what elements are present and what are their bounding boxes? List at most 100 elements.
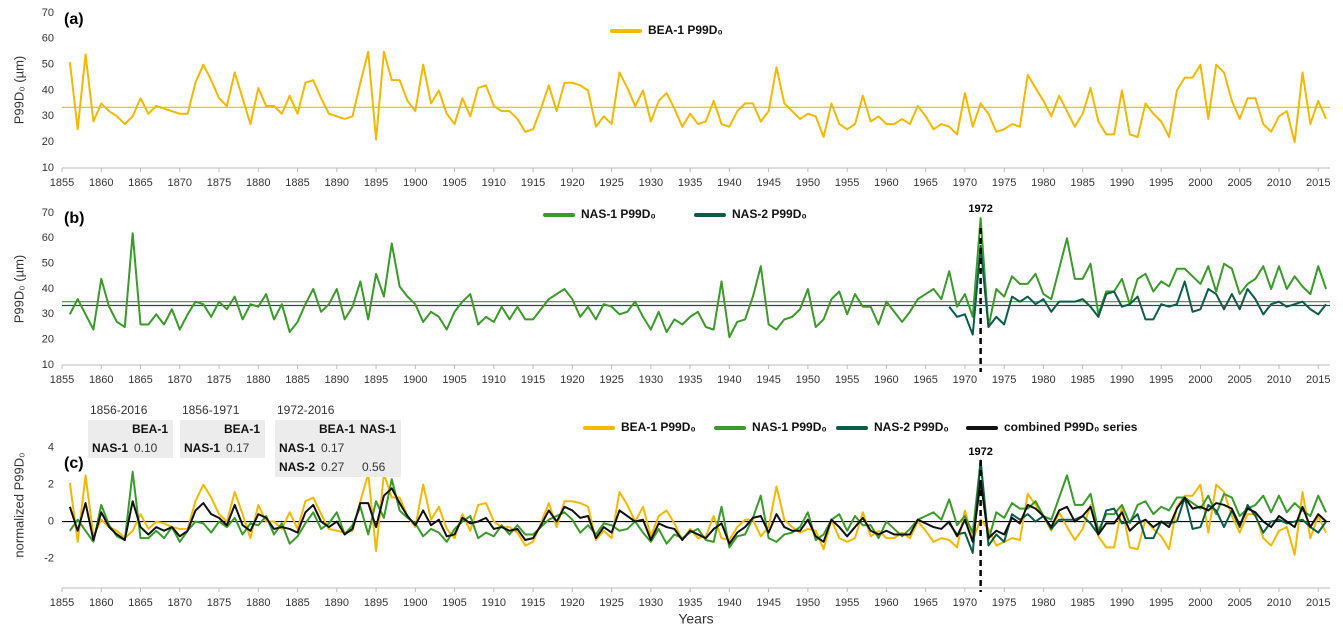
y-tick-label: 10	[42, 359, 54, 371]
x-tick-label: 1860	[89, 374, 113, 386]
x-tick-label: 2005	[1227, 177, 1251, 189]
x-tick-label: 1970	[953, 597, 977, 609]
legend-label: combined P99D₀ series	[1004, 420, 1138, 434]
x-tick-label: 1890	[325, 374, 349, 386]
y-tick-label: 30	[42, 308, 54, 320]
x-tick-label: 1960	[874, 597, 898, 609]
x-tick-label: 1870	[168, 177, 192, 189]
legend-label: NAS-2 P99D₀	[874, 420, 949, 434]
panel-label: (c)	[64, 455, 84, 472]
series-line	[68, 479, 1327, 545]
x-tick-label: 2015	[1306, 597, 1330, 609]
x-tick-label: 1890	[325, 597, 349, 609]
series-line	[68, 50, 1327, 144]
table-background	[180, 420, 265, 458]
x-tick-label: 1895	[364, 597, 388, 609]
x-tick-label: 2000	[1188, 374, 1212, 386]
y-tick-label: 20	[42, 334, 54, 346]
x-tick-label: 1920	[560, 597, 584, 609]
table-header: BEA-1	[132, 422, 168, 436]
x-tick-label: 1920	[560, 374, 584, 386]
x-tick-label: 1880	[246, 177, 270, 189]
y-tick-label: 70	[42, 7, 54, 19]
table-header: NAS-1	[360, 422, 396, 436]
x-tick-label: 1955	[835, 177, 859, 189]
table-cell: 0.27	[321, 460, 345, 474]
legend-label: NAS-1 P99D₀	[752, 420, 827, 434]
x-tick-label: 2005	[1227, 374, 1251, 386]
x-tick-label: 1885	[285, 374, 309, 386]
y-tick-label: 60	[42, 33, 54, 45]
x-tick-label: 1880	[246, 374, 270, 386]
x-tick-label: 1875	[207, 597, 231, 609]
y-tick-label: 4	[48, 442, 54, 454]
x-tick-label: 2015	[1306, 374, 1330, 386]
y-axis-title: P99D₀ (µm)	[11, 255, 26, 324]
x-tick-label: 1925	[599, 374, 623, 386]
x-tick-label: 1980	[1031, 177, 1055, 189]
x-tick-label: 1965	[913, 177, 937, 189]
table-cell: 0.17	[226, 441, 250, 455]
x-tick-label: 1880	[246, 597, 270, 609]
x-tick-label: 1975	[992, 177, 1016, 189]
y-tick-label: 0	[48, 515, 54, 527]
x-tick-label: 1855	[50, 597, 74, 609]
table-header: BEA-1	[224, 422, 260, 436]
x-tick-label: 1985	[1070, 374, 1094, 386]
x-tick-label: 1915	[521, 597, 545, 609]
x-tick-label: 1885	[285, 597, 309, 609]
x-tick-label: 1970	[953, 374, 977, 386]
x-tick-label: 1945	[756, 177, 780, 189]
x-tick-label: 1865	[128, 177, 152, 189]
table-cell: 0.17	[321, 441, 345, 455]
x-tick-label: 1995	[1149, 597, 1173, 609]
legend-label: NAS-2 P99D₀	[732, 207, 807, 221]
x-tick-label: 1855	[50, 374, 74, 386]
series-line	[68, 217, 1328, 339]
x-tick-label: 1900	[403, 374, 427, 386]
x-tick-label: 2010	[1267, 177, 1291, 189]
x-tick-label: 1985	[1070, 597, 1094, 609]
x-tick-label: 1965	[913, 374, 937, 386]
x-tick-label: 1905	[442, 597, 466, 609]
x-tick-label: 1890	[325, 177, 349, 189]
y-tick-label: 50	[42, 59, 54, 71]
y-tick-label: 50	[42, 258, 54, 270]
x-tick-label: 1870	[168, 374, 192, 386]
table-cell: 0.10	[134, 441, 158, 455]
x-tick-label: 1865	[128, 374, 152, 386]
x-tick-label: 1940	[717, 597, 741, 609]
y-tick-label: 70	[42, 207, 54, 219]
x-tick-label: 1875	[207, 177, 231, 189]
x-tick-label: 2000	[1188, 597, 1212, 609]
x-tick-label: 1995	[1149, 177, 1173, 189]
panel-label: (b)	[64, 210, 84, 227]
x-tick-label: 1860	[89, 177, 113, 189]
x-tick-label: 1950	[796, 374, 820, 386]
x-tick-label: 1910	[482, 177, 506, 189]
x-tick-label: 1980	[1031, 597, 1055, 609]
table-title: 1856-2016	[90, 403, 148, 417]
x-tick-label: 1895	[364, 374, 388, 386]
x-tick-label: 1990	[1110, 374, 1134, 386]
x-tick-label: 1955	[835, 597, 859, 609]
x-tick-label: 1960	[874, 374, 898, 386]
legend-label: BEA-1 P99D₀	[648, 23, 723, 37]
x-tick-label: 1930	[639, 177, 663, 189]
x-tick-label: 1920	[560, 177, 584, 189]
x-axis-title: Years	[678, 611, 713, 627]
x-tick-label: 1910	[482, 597, 506, 609]
x-tick-label: 1935	[678, 597, 702, 609]
x-tick-label: 1875	[207, 374, 231, 386]
x-tick-label: 1925	[599, 177, 623, 189]
table-row-label: NAS-1	[92, 441, 128, 455]
x-tick-label: 1900	[403, 597, 427, 609]
table-header: BEA-1	[319, 422, 355, 436]
x-tick-label: 1900	[403, 177, 427, 189]
x-tick-label: 1915	[521, 374, 545, 386]
y-tick-label: 40	[42, 283, 54, 295]
x-tick-label: 2010	[1267, 374, 1291, 386]
table-title: 1856-1971	[182, 403, 240, 417]
event-label: 1972	[968, 446, 992, 458]
